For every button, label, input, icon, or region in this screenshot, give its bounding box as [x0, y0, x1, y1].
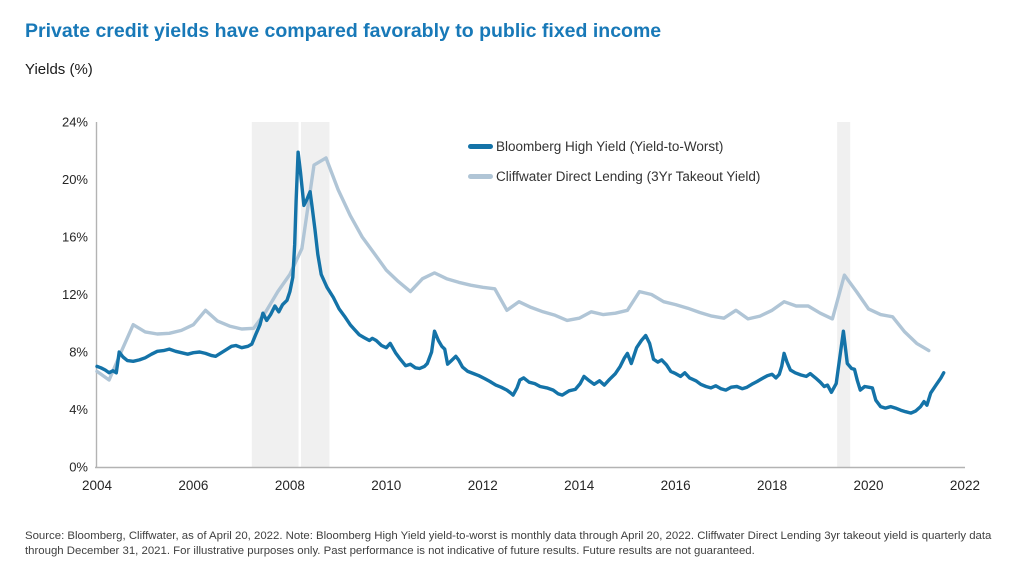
x-tick-label: 2016 [661, 478, 691, 493]
y-tick-label: 16% [62, 230, 88, 245]
y-axis-title: Yields (%) [25, 61, 93, 78]
x-tick-label: 2006 [178, 478, 208, 493]
x-tick-label: 2018 [757, 478, 787, 493]
y-tick-label: 8% [69, 345, 88, 360]
y-tick-label: 24% [62, 115, 88, 130]
x-tick-label: 2010 [371, 478, 401, 493]
legend-label: Bloomberg High Yield (Yield-to-Worst) [496, 138, 724, 154]
recession-band [837, 122, 851, 467]
series-line-bloomberg-high-yield-yield-to-worst [95, 150, 946, 415]
legend-line-swatch-light-blue [468, 173, 493, 179]
x-tick-label: 2012 [468, 478, 498, 493]
recession-band [300, 122, 330, 467]
x-tick-label: 2022 [950, 478, 980, 493]
y-tick-label: 20% [62, 172, 88, 187]
chart-legend: Bloomberg High Yield (Yield-to-Worst) Cl… [468, 136, 760, 186]
legend-label: Cliffwater Direct Lending (3Yr Takeout Y… [496, 168, 761, 184]
legend-item-bloomberg-high-yield: Bloomberg High Yield (Yield-to-Worst) [468, 136, 760, 156]
x-tick-label: 2014 [564, 478, 595, 493]
y-tick-label: 4% [69, 402, 88, 417]
x-tick-label: 2004 [82, 478, 113, 493]
y-tick-label: 0% [69, 460, 88, 475]
legend-line-swatch-dark-blue [468, 143, 493, 149]
legend-item-cliffwater-direct-lending: Cliffwater Direct Lending (3Yr Takeout Y… [468, 166, 760, 186]
x-tick-label: 2020 [853, 478, 883, 493]
y-tick-label: 12% [62, 287, 88, 302]
series-line-cliffwater-direct-lending-3yr-takeout-yield [95, 156, 931, 382]
source-footnote: Source: Bloomberg, Cliffwater, as of Apr… [25, 530, 992, 557]
page-title: Private credit yields have compared favo… [25, 20, 662, 42]
x-tick-label: 2008 [275, 478, 305, 493]
